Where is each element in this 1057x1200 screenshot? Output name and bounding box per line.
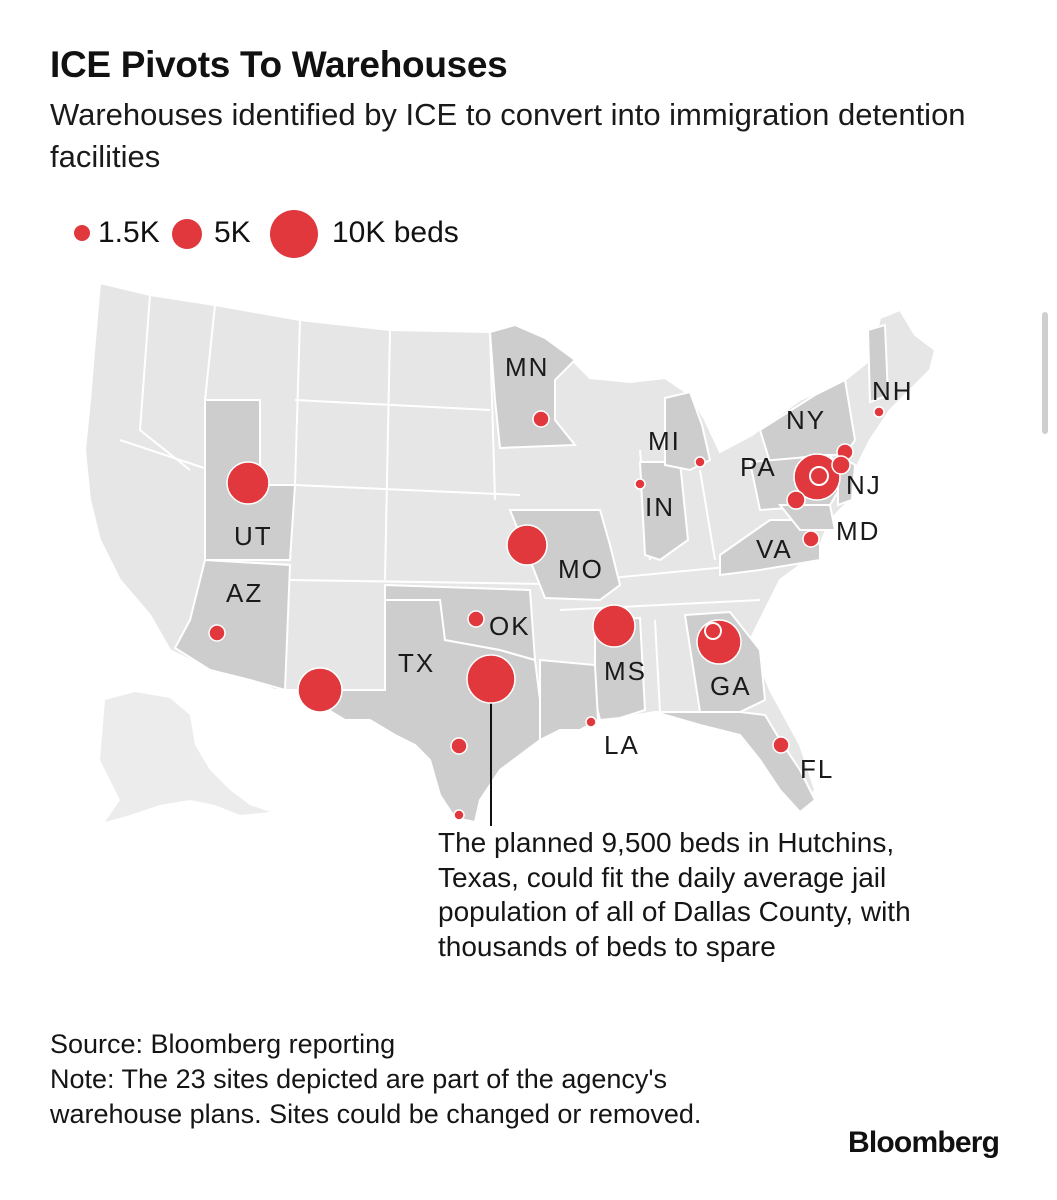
label-fl: FL <box>800 754 834 784</box>
disclaimer-note: Note: The 23 sites depicted are part of … <box>50 1064 702 1129</box>
site-marker-ok <box>467 610 485 628</box>
hutchins-annotation: The planned 9,500 beds in Hutchins, Texa… <box>438 827 911 962</box>
site-marker-nh <box>873 406 885 418</box>
legend-dot-medium <box>172 219 202 249</box>
label-la: LA <box>604 730 640 760</box>
source-note: Source: Bloomberg reporting <box>50 1029 396 1059</box>
chart-subtitle: Warehouses identified by ICE to convert … <box>50 97 966 174</box>
legend-label-large: 10K beds <box>332 216 459 249</box>
label-va: VA <box>756 534 793 564</box>
site-marker-mi <box>694 456 706 468</box>
site-marker-ga <box>696 619 742 665</box>
state-la <box>539 658 600 742</box>
alaska-shape <box>100 692 270 822</box>
state-fl <box>654 711 817 814</box>
site-marker-ms <box>592 604 636 648</box>
label-nh: NH <box>872 376 914 406</box>
site-marker-tx-hutchins <box>466 654 516 704</box>
label-ut: UT <box>234 521 273 551</box>
legend-label-small: 1.5K <box>98 216 160 249</box>
state-md <box>777 504 837 531</box>
label-mo: MO <box>558 554 604 584</box>
label-ok: OK <box>489 611 531 641</box>
legend-dot-large <box>270 210 318 258</box>
legend-label-medium: 5K <box>214 216 251 249</box>
site-marker-la <box>585 716 597 728</box>
label-in: IN <box>645 492 675 522</box>
state-labels: MN NH NY MI PA NJ IN MD UT VA MO AZ OK T… <box>226 352 914 784</box>
size-legend: 1.5K 5K 10K beds <box>70 208 670 258</box>
label-nj: NJ <box>846 470 882 500</box>
label-mn: MN <box>505 352 549 382</box>
site-marker-in <box>634 478 646 490</box>
site-marker-nj <box>831 455 851 475</box>
us-map: MN NH NY MI PA NJ IN MD UT VA MO AZ OK T… <box>83 281 937 826</box>
footer: Source: Bloomberg reporting Note: The 23… <box>50 1027 770 1132</box>
highlighted-states <box>173 323 890 824</box>
label-ga: GA <box>710 671 752 701</box>
state-nh <box>866 323 890 404</box>
site-marker-tx-south <box>453 809 465 821</box>
state-az <box>173 558 292 692</box>
site-marker-md <box>802 530 820 548</box>
scrollbar[interactable] <box>1042 312 1048 434</box>
bloomberg-logo: Bloomberg <box>848 1126 1000 1159</box>
site-marker-pa <box>793 453 841 501</box>
site-marker-pa-small <box>809 466 829 486</box>
site-marker-pa-south <box>786 490 806 510</box>
site-marker-mn <box>532 410 550 428</box>
label-az: AZ <box>226 578 263 608</box>
site-marker-tx-san-antonio <box>450 737 468 755</box>
legend-dot-small <box>74 225 90 241</box>
state-mn <box>488 323 578 450</box>
site-marker-mo <box>506 524 548 566</box>
label-ms: MS <box>604 656 647 686</box>
state-mi <box>664 390 712 472</box>
label-md: MD <box>836 516 880 546</box>
chart-title: ICE Pivots To Warehouses <box>50 44 508 85</box>
site-marker-tx-el-paso <box>297 667 343 713</box>
label-ny: NY <box>786 405 826 435</box>
site-marker-ut <box>226 461 270 505</box>
label-pa: PA <box>740 452 777 482</box>
site-markers <box>208 406 885 821</box>
site-marker-ga-small <box>704 622 722 640</box>
label-mi: MI <box>648 426 681 456</box>
site-marker-az <box>208 624 226 642</box>
label-tx: TX <box>398 648 435 678</box>
site-marker-fl <box>772 736 790 754</box>
state-ok <box>384 583 537 662</box>
state-va <box>719 519 821 577</box>
